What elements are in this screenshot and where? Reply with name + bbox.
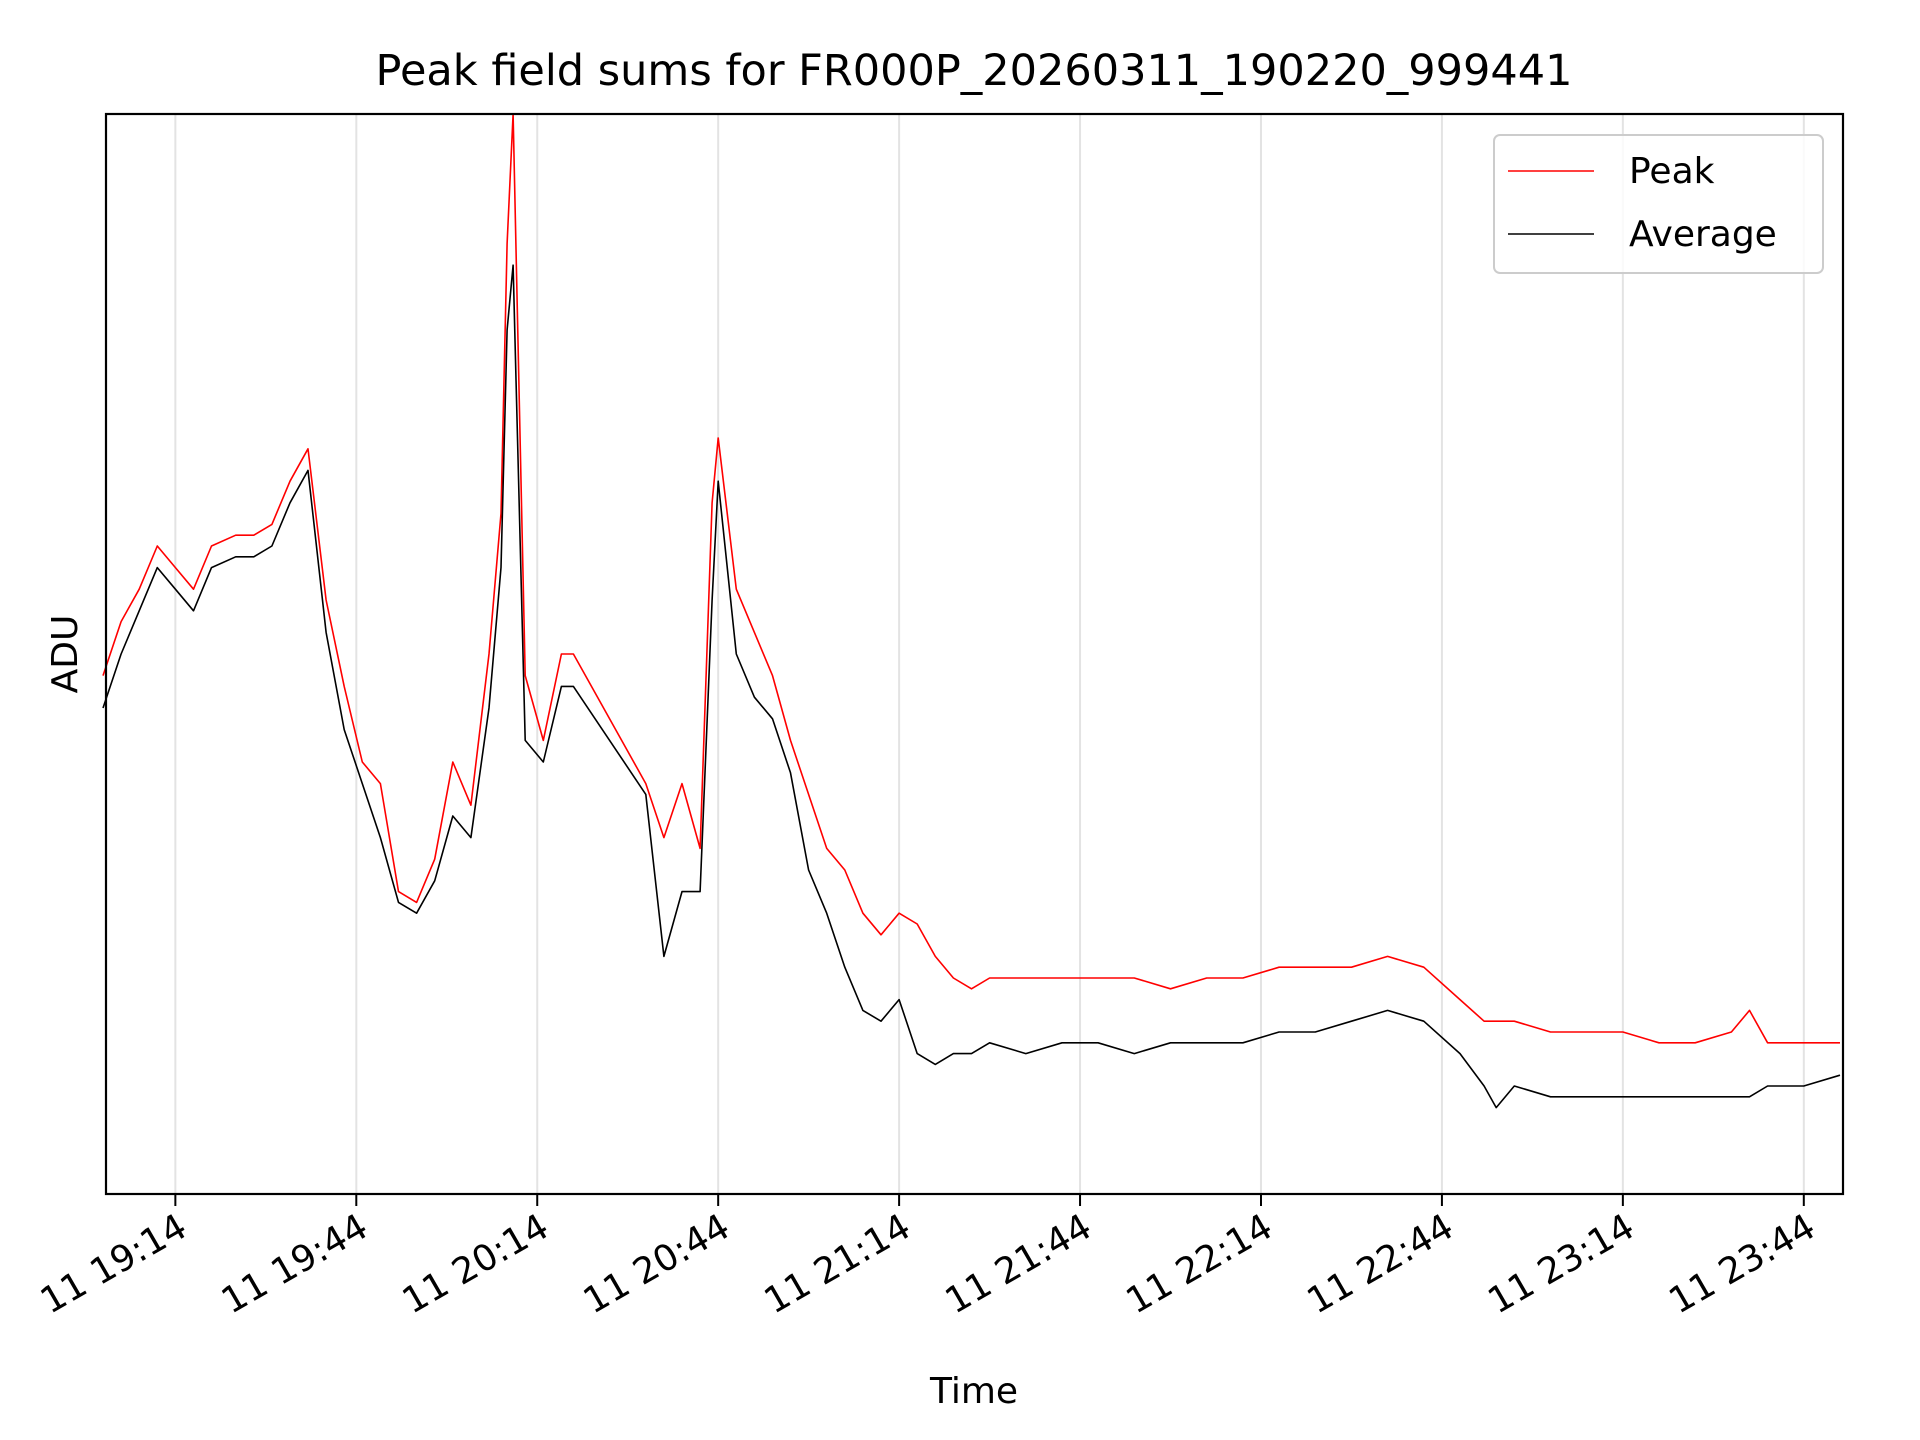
legend-peak-label: Peak — [1629, 151, 1715, 192]
legend-average-label: Average — [1629, 214, 1777, 255]
series-line-average — [102, 264, 1841, 1109]
y-axis-label: ADU — [45, 615, 86, 694]
grid — [174, 114, 1805, 1194]
legend: Peak Average — [1493, 134, 1824, 274]
legend-box — [1493, 134, 1824, 274]
x-axis-label: Time — [929, 1371, 1018, 1412]
series-layer — [102, 113, 1841, 1109]
series-line-peak — [102, 113, 1840, 1044]
plot-frame — [104, 112, 1845, 1196]
chart-title: Peak field sums for FR000P_20260311_1902… — [376, 46, 1573, 96]
